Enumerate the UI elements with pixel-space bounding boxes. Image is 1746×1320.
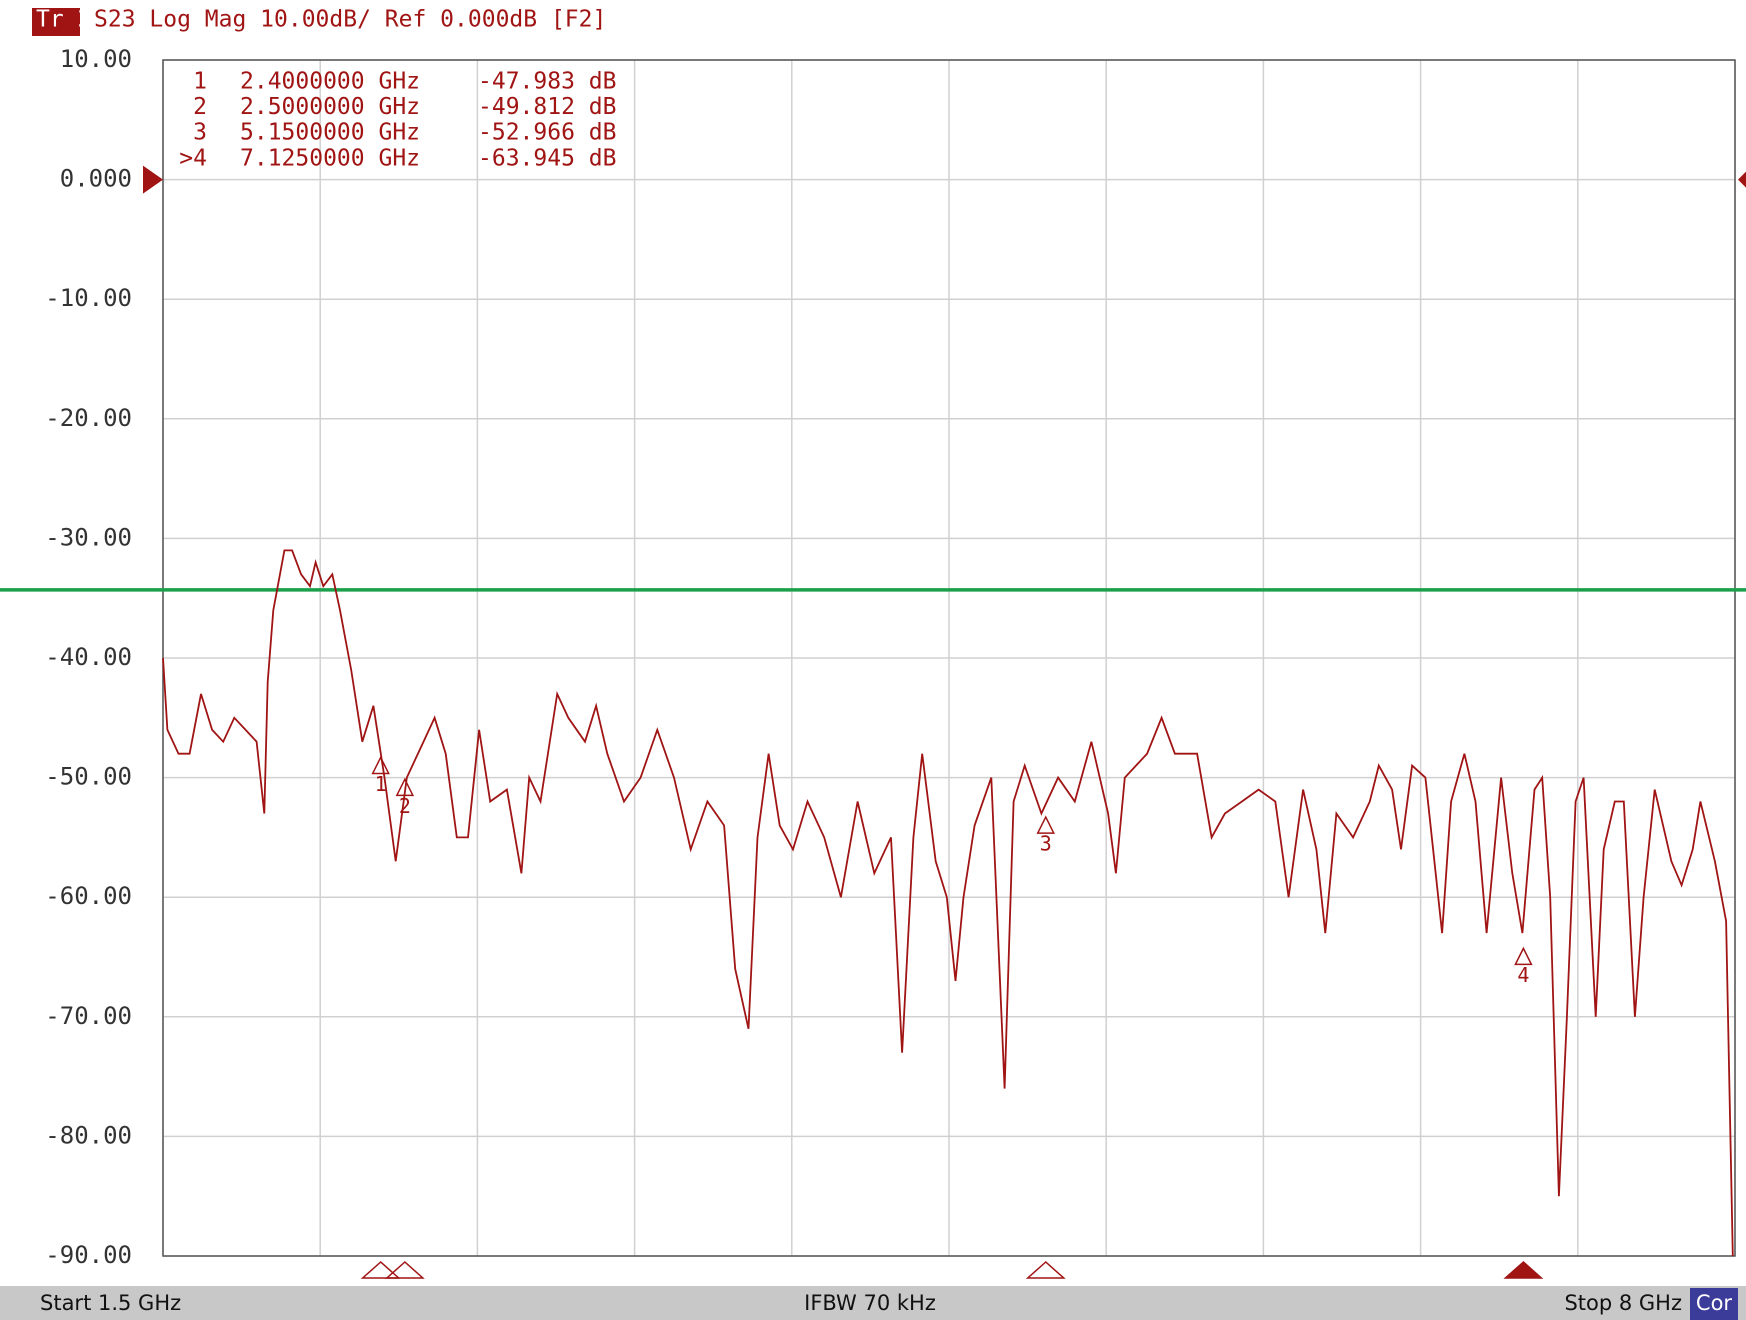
marker-table-freq: 7.1250000 GHz	[240, 145, 420, 171]
status-bar	[0, 1286, 1746, 1320]
marker-table-id: 2	[193, 94, 207, 120]
y-tick-label: 10.00	[60, 45, 132, 73]
marker-table-value: -63.945 dB	[478, 145, 616, 171]
marker-table-id: 1	[193, 69, 207, 95]
marker-table-id: >4	[179, 145, 207, 171]
marker-position	[360, 1260, 401, 1279]
marker-id: 1	[375, 772, 387, 796]
y-tick-label: -50.00	[45, 763, 132, 791]
y-tick-label: -40.00	[45, 643, 132, 671]
y-tick-label: 0.000	[60, 165, 132, 193]
marker-table-freq: 5.1500000 GHz	[240, 120, 420, 146]
y-tick-label: -60.00	[45, 882, 132, 910]
cor-badge[interactable]	[1690, 1288, 1738, 1320]
trace-settings: S23 Log Mag 10.00dB/ Ref 0.000dB [F2]	[94, 7, 606, 33]
marker-table-value: -49.812 dB	[478, 94, 616, 120]
ref-arrow	[1738, 171, 1746, 188]
marker-table-value: -47.983 dB	[478, 69, 616, 95]
marker-id: 4	[1517, 963, 1529, 987]
marker-table-id: 3	[193, 120, 207, 146]
marker-id: 3	[1040, 832, 1052, 856]
marker-triangle	[371, 755, 390, 775]
marker-triangle	[395, 777, 415, 797]
marker-table-freq: 2.5000000 GHz	[240, 94, 420, 120]
trace-label: Tr 2	[36, 7, 91, 33]
marker-table-value: -52.966 dB	[478, 120, 616, 146]
marker-table-freq: 2.4000000 GHz	[240, 69, 420, 95]
marker-id: 2	[399, 794, 411, 818]
y-tick-label: -20.00	[45, 404, 132, 432]
y-tick-label: -30.00	[45, 523, 132, 551]
cor-label: Cor	[1696, 1291, 1733, 1315]
marker-position	[384, 1260, 425, 1279]
ifbw: IFBW 70 kHz	[804, 1291, 936, 1315]
trace	[162, 549, 1734, 1257]
y-tick-label: -70.00	[45, 1002, 132, 1030]
y-tick-label: -10.00	[45, 284, 132, 312]
trace-badge	[32, 8, 80, 36]
marker-position	[1503, 1260, 1544, 1279]
marker-triangle	[1514, 946, 1533, 966]
marker-position	[1025, 1260, 1066, 1279]
stop-freq: Stop 8 GHz	[1564, 1291, 1682, 1315]
y-tick-label: -90.00	[45, 1241, 132, 1269]
y-tick-label: -80.00	[45, 1121, 132, 1149]
start-freq: Start 1.5 GHz	[40, 1291, 181, 1315]
ref-arrow	[143, 165, 163, 194]
marker-triangle	[1036, 815, 1055, 834]
